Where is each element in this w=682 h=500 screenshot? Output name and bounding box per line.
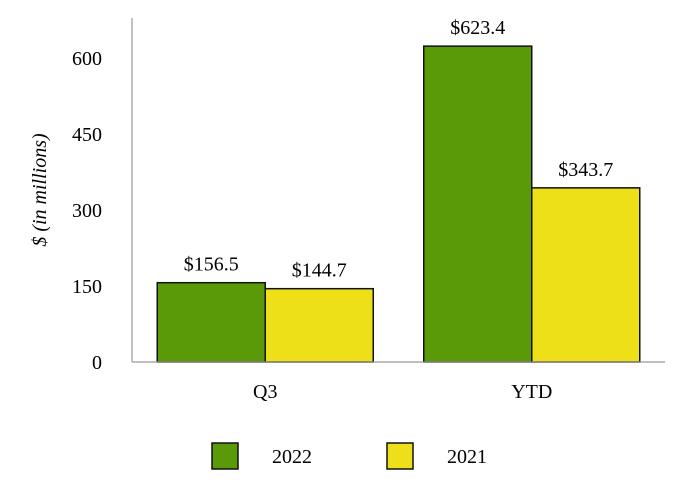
data-label: $623.4 (450, 17, 505, 39)
x-tick-label: YTD (511, 381, 552, 403)
y-axis: 0 150 300 450 600 (72, 18, 133, 374)
bars: $156.5 $144.7 $623.4 $343.7 (156, 17, 641, 363)
data-label: $144.7 (292, 260, 347, 282)
data-label: $343.7 (558, 159, 613, 181)
bar-2021-Q3 (264, 287, 374, 363)
legend-swatch-2021 (386, 442, 414, 470)
legend-label: 2021 (447, 446, 487, 468)
data-label: $156.5 (184, 254, 239, 276)
x-axis: Q3 YTD (132, 361, 665, 403)
y-tick-label: 450 (72, 124, 102, 146)
x-tick-label: Q3 (253, 381, 277, 403)
legend-label: 2022 (272, 446, 312, 468)
y-tick-label: 0 (92, 352, 102, 374)
y-axis-label: $ (in millions) (29, 133, 51, 247)
legend-swatch-2022 (211, 442, 239, 470)
y-tick-label: 150 (72, 276, 102, 298)
bar-2021-YTD (531, 187, 641, 363)
y-tick-label: 600 (72, 48, 102, 70)
y-tick-label: 300 (72, 200, 102, 222)
legend: 2022 2021 (211, 442, 487, 470)
bar-2022-YTD (423, 45, 533, 363)
bar-2022-Q3 (156, 281, 266, 363)
